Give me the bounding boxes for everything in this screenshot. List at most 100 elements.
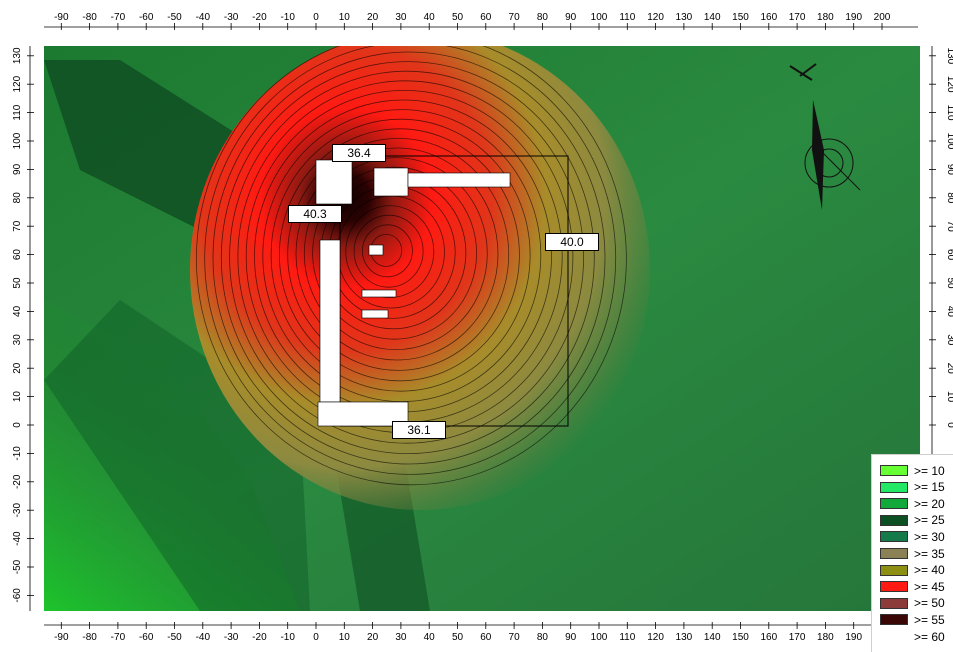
legend-label: >= 55	[914, 612, 945, 627]
legend-label: >= 20	[914, 496, 945, 511]
y-left-tick-label: 90	[12, 163, 23, 175]
legend-swatch	[880, 481, 908, 493]
x-top-tick-label: 30	[395, 12, 407, 23]
x-top-tick-label: 130	[676, 12, 693, 23]
x-top-tick-label: -40	[196, 12, 211, 23]
x-top-tick-label: 110	[619, 12, 635, 23]
contour-ring	[353, 214, 424, 288]
x-bottom-tick-label: 20	[367, 632, 379, 643]
x-bottom-tick-label: 40	[424, 632, 436, 643]
y-left-tick-label: 60	[12, 249, 23, 261]
y-left-tick-label: -10	[12, 446, 23, 461]
y-left-tick-label: 40	[12, 305, 23, 317]
x-top-tick-label: 100	[591, 12, 608, 23]
x-bottom-tick-label: 90	[565, 632, 577, 643]
x-top-tick-label: 200	[874, 12, 891, 23]
x-top-tick-label: -60	[139, 12, 154, 23]
x-bottom-tick-label: 120	[647, 632, 664, 643]
y-left-tick-label: -60	[12, 588, 23, 603]
y-left-tick-label: 0	[12, 422, 23, 428]
y-right-tick-label: 100	[945, 133, 953, 150]
legend-item: >= 40	[880, 563, 945, 578]
x-bottom-tick-label: -50	[167, 632, 182, 643]
y-left-tick-label: 120	[12, 75, 23, 92]
y-left-tick-label: 100	[12, 132, 23, 149]
x-bottom-tick-label: -90	[54, 632, 69, 643]
obstacle	[407, 172, 511, 188]
y-right-tick-label: 30	[945, 334, 953, 346]
x-top-tick-label: 50	[452, 12, 464, 23]
contour-ring	[278, 128, 520, 382]
legend-swatch	[880, 597, 908, 609]
x-top-tick-label: 20	[367, 12, 379, 23]
x-bottom-tick-label: -10	[280, 632, 295, 643]
contour-ring	[361, 224, 413, 278]
legend-item: >= 45	[880, 579, 945, 594]
label-south: 36.1	[392, 421, 446, 439]
contour-ring	[220, 61, 595, 455]
legend-label: >= 45	[914, 579, 945, 594]
x-top-tick-label: -50	[167, 12, 182, 23]
x-top-tick-label: 60	[480, 12, 492, 23]
contour-ring	[287, 137, 510, 371]
contour-ring	[312, 166, 478, 340]
obstacle	[361, 309, 389, 319]
x-bottom-tick-label: 140	[704, 632, 721, 643]
y-right-tick-label: 10	[945, 391, 953, 403]
x-bottom-tick-label: -80	[82, 632, 97, 643]
y-left-tick-label: 10	[12, 391, 23, 403]
y-right-tick-label: 70	[945, 221, 953, 233]
contour-ring	[295, 147, 499, 361]
x-top-tick-label: -10	[280, 12, 295, 23]
legend-label: >= 15	[914, 480, 945, 495]
y-right-tick-label: 110	[945, 105, 953, 121]
x-top-tick-label: 80	[537, 12, 549, 23]
y-left-tick-label: -40	[12, 531, 23, 546]
legend-label: >= 35	[914, 546, 945, 561]
legend-swatch	[880, 514, 908, 526]
legend-swatch	[880, 531, 908, 543]
y-right-tick-label: 90	[945, 164, 953, 176]
obstacle	[361, 289, 397, 298]
obstacles	[315, 159, 511, 427]
x-bottom-tick-label: 30	[395, 632, 407, 643]
x-bottom-tick-label: 80	[537, 632, 549, 643]
contour-ring	[345, 205, 435, 299]
x-top-tick-label: -30	[224, 12, 239, 23]
x-top-tick-label: -80	[82, 12, 97, 23]
legend-swatch	[880, 548, 908, 559]
y-left-tick-label: 70	[12, 220, 23, 232]
x-top-tick-label: 140	[704, 12, 721, 23]
legend-swatch	[880, 498, 908, 510]
shadow-band-southwest	[44, 300, 310, 611]
legend: >= 10 >= 15 >= 20 >= 25 >= 30 >= 35 >= 40 >= 45…	[871, 454, 953, 652]
x-top-tick-label: 150	[732, 12, 749, 23]
x-bottom-tick-label: 110	[619, 632, 635, 643]
obstacle	[315, 159, 353, 205]
legend-item: >= 15	[880, 480, 945, 495]
label-west: 40.3	[288, 205, 342, 223]
y-left-tick-label: 20	[12, 362, 23, 374]
y-left-tick-label: -30	[12, 503, 23, 518]
x-bottom-tick-label: -60	[139, 632, 154, 643]
y-left-tick-label: 130	[12, 47, 23, 64]
contour-ring	[303, 157, 488, 351]
x-bottom-tick-label: 10	[339, 632, 351, 643]
contour-ring	[229, 70, 585, 444]
legend-label: >= 60	[914, 629, 945, 644]
x-bottom-tick-label: 190	[845, 632, 862, 643]
legend-item: >= 20	[880, 496, 945, 511]
y-right-tick-label: 40	[945, 306, 953, 318]
y-right-tick-label: 20	[945, 363, 953, 375]
obstacle	[319, 239, 341, 403]
legend-item: >= 60	[880, 629, 945, 644]
label-east: 40.0	[545, 233, 599, 251]
contour-ring	[196, 46, 627, 486]
x-bottom-tick-label: -30	[224, 632, 239, 643]
legend-item: >= 55	[880, 612, 945, 627]
x-bottom-tick-label: 50	[452, 632, 464, 643]
legend-label: >= 25	[914, 513, 945, 528]
y-right-tick-label: 80	[945, 192, 953, 204]
x-bottom-tick-label: -20	[252, 632, 267, 643]
x-top-tick-label: 70	[509, 12, 521, 23]
